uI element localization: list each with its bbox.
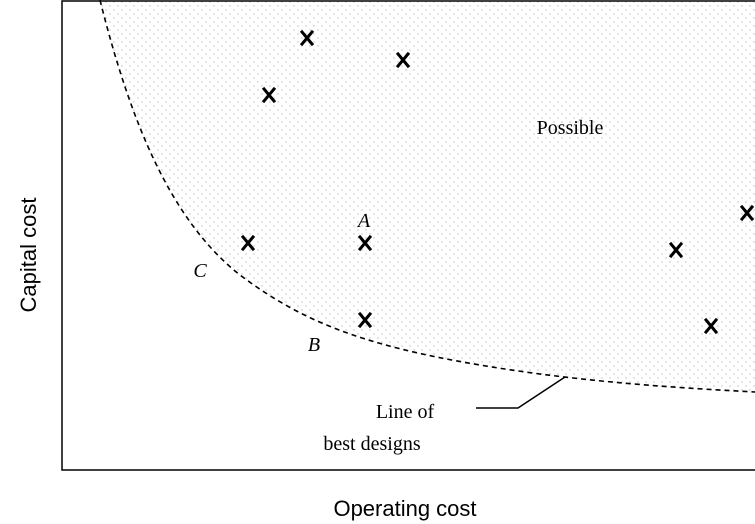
point-label: B — [308, 334, 320, 356]
design-point — [299, 29, 315, 47]
y-axis-label: Capital cost — [16, 198, 41, 313]
design-point — [261, 86, 277, 104]
line-label: Line of — [376, 401, 435, 423]
design-point — [240, 234, 256, 252]
point-label: A — [356, 210, 371, 232]
design-point — [668, 241, 684, 259]
region-label: Possible — [537, 117, 604, 139]
line-label: best designs — [323, 433, 420, 455]
possible-region — [100, 0, 755, 392]
x-axis-label: Operating cost — [333, 496, 476, 521]
leader-line — [476, 376, 566, 409]
design-point — [703, 317, 719, 335]
design-points — [240, 29, 755, 335]
point-label: C — [193, 260, 207, 282]
design-point — [357, 311, 373, 329]
design-point — [395, 51, 411, 69]
best-designs-line — [99, 0, 755, 393]
design-point — [739, 204, 755, 222]
design-point — [357, 234, 373, 252]
frame — [61, 0, 755, 471]
